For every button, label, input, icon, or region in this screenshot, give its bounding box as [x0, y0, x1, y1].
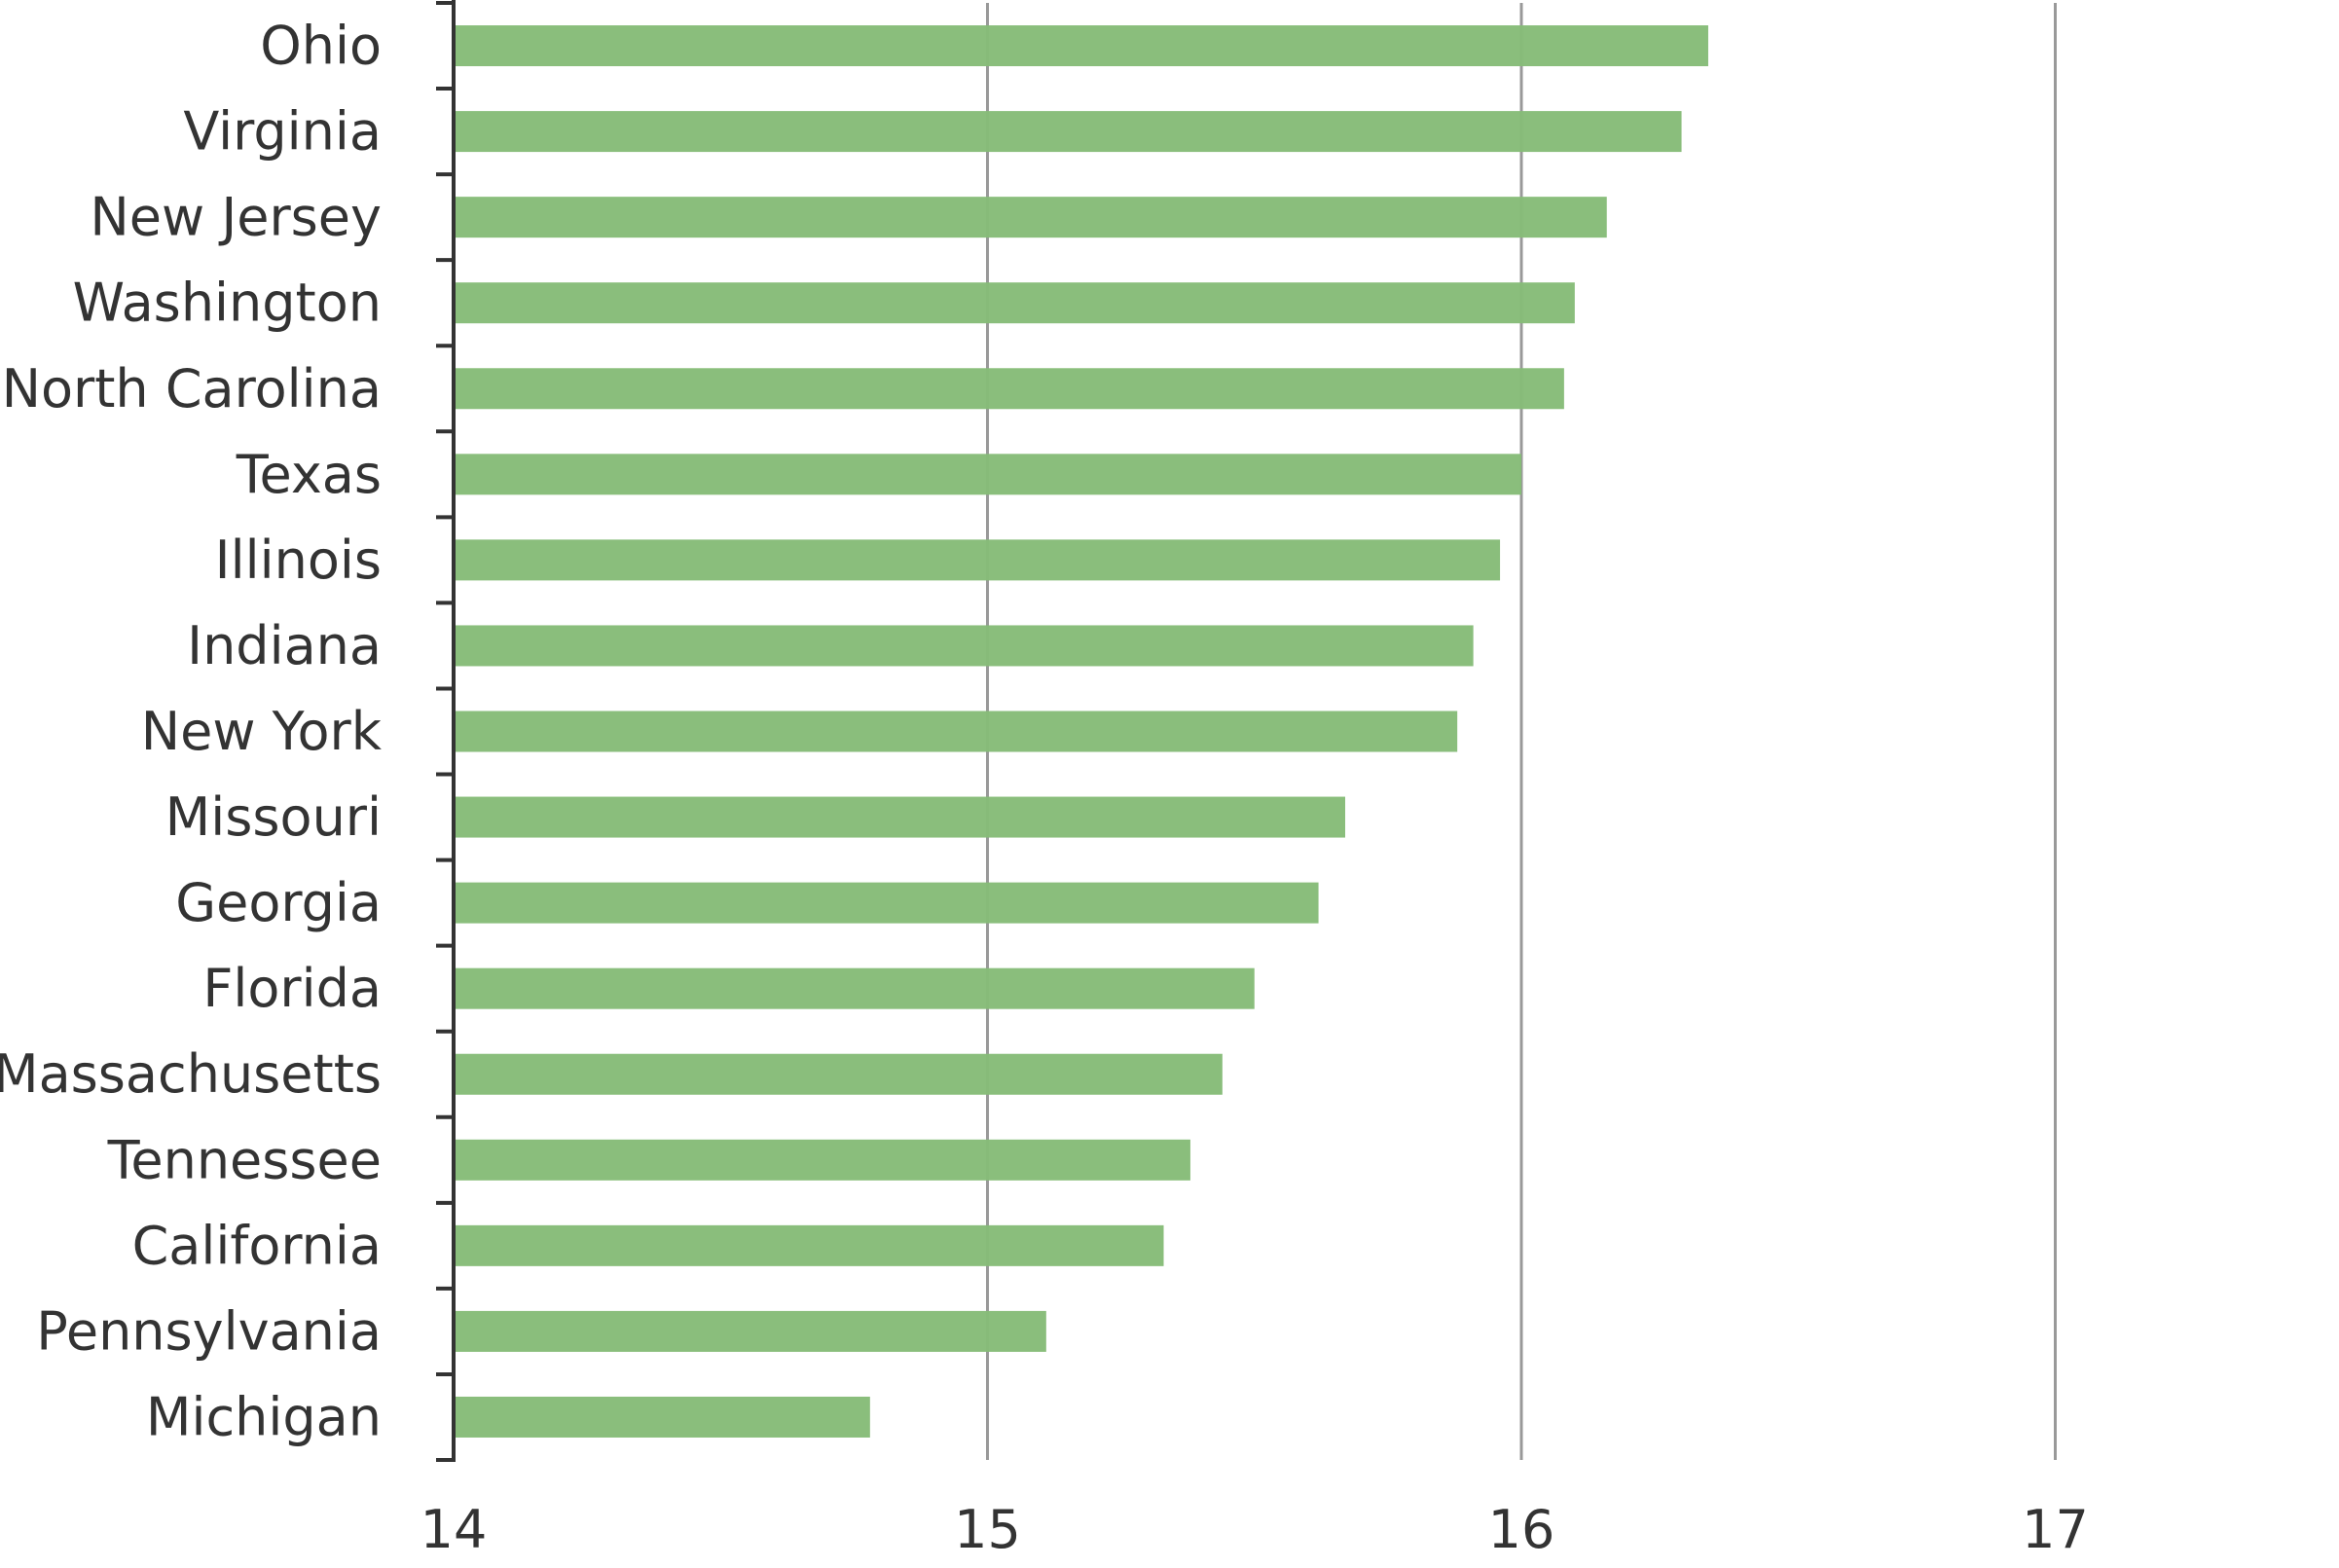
category-label-georgia: Georgia — [175, 872, 382, 933]
category-label-indiana: Indiana — [187, 615, 382, 676]
category-labels: Ohio Virginia New Jersey Washington North Ca… — [0, 16, 383, 1448]
bar-tennessee — [454, 1139, 1190, 1181]
category-label-tennessee: Tennessee — [107, 1129, 382, 1190]
bar-virginia — [454, 111, 1682, 153]
x-tick-label-17: 17 — [2022, 1499, 2089, 1560]
bar-massachusetts — [454, 1053, 1223, 1095]
category-label-ohio: Ohio — [260, 16, 382, 77]
bar-washington — [454, 282, 1575, 324]
category-label-north-carolina: North Carolina — [2, 358, 382, 419]
category-label-pennsylvania: Pennsylvania — [36, 1300, 382, 1362]
bar-new-jersey — [454, 197, 1607, 238]
bar-missouri — [454, 796, 1345, 838]
bar-california — [454, 1224, 1164, 1266]
category-label-michigan: Michigan — [146, 1386, 382, 1447]
category-label-washington: Washington — [73, 273, 382, 334]
bar-pennsylvania — [454, 1310, 1046, 1352]
category-label-massachusetts: Massachusetts — [0, 1043, 382, 1105]
category-label-new-york: New York — [141, 701, 383, 762]
category-label-california: California — [132, 1215, 382, 1276]
bar-north-carolina — [454, 368, 1564, 410]
category-label-florida: Florida — [202, 958, 382, 1019]
bars — [454, 25, 1708, 1438]
x-tick-label-15: 15 — [954, 1499, 1021, 1560]
bar-indiana — [454, 625, 1474, 667]
y-axis — [436, 0, 456, 1462]
category-label-texas: Texas — [236, 444, 382, 505]
bar-new-york — [454, 711, 1458, 752]
category-label-new-jersey: New Jersey — [90, 187, 382, 248]
bar-georgia — [454, 882, 1319, 924]
bar-ohio — [454, 25, 1708, 67]
bar-michigan — [454, 1396, 870, 1438]
bar-illinois — [454, 539, 1501, 581]
bar-texas — [454, 454, 1521, 495]
x-tick-label-14: 14 — [420, 1499, 488, 1560]
category-label-virginia: Virginia — [183, 101, 382, 163]
category-label-missouri: Missouri — [165, 786, 382, 848]
x-tick-labels: 14 15 16 17 — [420, 1499, 2089, 1560]
bar-florida — [454, 967, 1255, 1009]
category-label-illinois: Illinois — [215, 529, 382, 591]
x-tick-label-16: 16 — [1488, 1499, 1555, 1560]
